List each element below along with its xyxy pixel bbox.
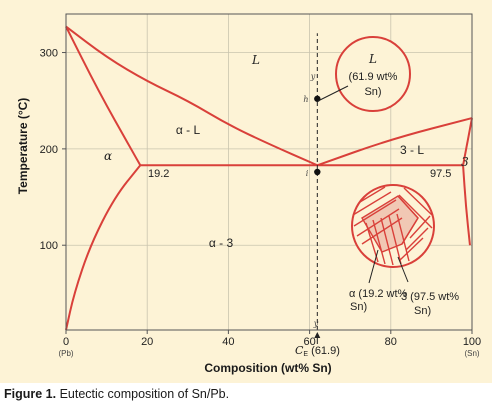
liquid-circle-line3: Sn)	[364, 86, 381, 98]
ce-arrow-head	[314, 332, 321, 338]
eutectic-right-label: 97.5	[430, 168, 451, 180]
region-label-beta-liquid: 3 - L	[400, 143, 424, 157]
isopleth-top-label: y	[310, 72, 316, 81]
alpha-note-line1: α (19.2 wt%	[349, 288, 408, 300]
liquid-microstructure: L (61.9 wt% Sn)	[317, 36, 411, 112]
boundary-liquidus-left	[65, 25, 318, 167]
figure-caption: Figure 1. Eutectic composition of Sn/Pb.	[4, 387, 229, 401]
x-tick-label: 80	[385, 336, 397, 348]
ce-subscript: E	[303, 351, 308, 358]
phase-diagram: 0 20 40 60 80 100 100 200 300 (Pb) (Sn) Temperatur…	[16, 13, 482, 375]
axis-ticks: 0 20 40 60 80 100 100 200 300 (Pb) (Sn)	[40, 48, 482, 358]
x-tick-label: 0	[63, 336, 69, 348]
region-label-alpha-liquid: α - L	[176, 123, 201, 137]
alpha-note-line2: Sn)	[350, 301, 367, 313]
beta-note-line2: Sn)	[414, 305, 431, 317]
point-h	[314, 95, 321, 102]
ce-arrow	[314, 332, 321, 344]
boundary-solvus-left	[65, 164, 142, 331]
x-end-label-sn: (Sn)	[464, 349, 479, 358]
liquid-circle-line1: L	[368, 52, 377, 66]
point-i-label: i	[306, 169, 309, 178]
boundary-solidus-right	[462, 117, 473, 166]
y-tick-label: 200	[40, 144, 58, 156]
region-label-beta: 3	[461, 155, 469, 169]
caption-text: Eutectic composition of Sn/Pb.	[56, 387, 230, 401]
x-end-label-pb: (Pb)	[58, 349, 73, 358]
x-tick-label: 100	[463, 336, 481, 348]
ce-symbol: C	[295, 344, 304, 357]
ce-value: (61.9)	[308, 345, 340, 357]
liquid-circle-line2: (61.9 wt%	[349, 71, 398, 83]
boundary-liquidus-right	[316, 117, 473, 167]
region-label-alpha: α	[104, 149, 112, 163]
plot-frame	[65, 13, 473, 331]
eutectic-microstructure	[351, 184, 435, 284]
boundary-solvus-right	[462, 165, 471, 246]
x-tick-label: 60	[303, 336, 315, 348]
eutectic-composition-label: CE (61.9)	[295, 344, 340, 358]
y-axis-title: Temperature (°C)	[16, 98, 30, 195]
y-tick-label: 100	[40, 240, 58, 252]
phase-boundaries	[65, 25, 473, 331]
x-axis-title: Composition (wt% Sn)	[204, 361, 331, 375]
x-tick-label: 20	[141, 336, 153, 348]
isopleth-bottom-label: y	[313, 319, 319, 328]
beta-note-line1: 3 (97.5 wt%	[401, 291, 459, 303]
x-tick-label: 40	[222, 336, 234, 348]
eutectic-left-label: 19.2	[148, 168, 169, 180]
region-label-alpha-beta: α - 3	[209, 236, 234, 250]
point-i	[314, 168, 321, 176]
y-tick-label: 300	[40, 48, 58, 60]
boundary-solidus-left	[65, 26, 142, 166]
grid	[65, 14, 473, 330]
caption-label: Figure 1.	[4, 387, 57, 401]
region-label-liquid: L	[251, 53, 260, 67]
point-h-label: h	[303, 95, 308, 104]
